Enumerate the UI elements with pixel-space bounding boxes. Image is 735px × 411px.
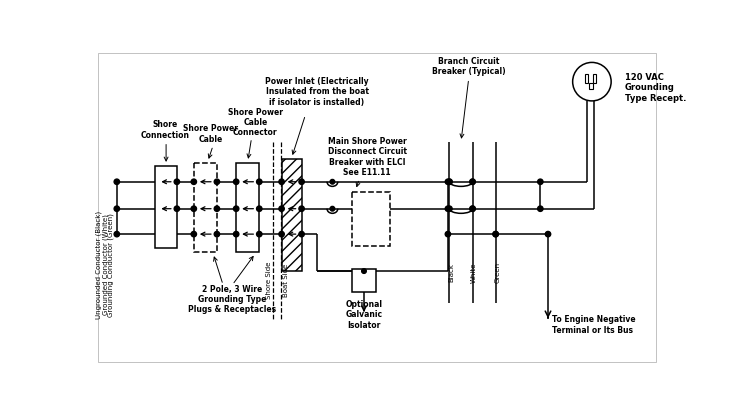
Bar	[194, 163, 217, 252]
Circle shape	[214, 179, 220, 185]
Text: Shore Power
Cable
Connector: Shore Power Cable Connector	[228, 108, 283, 137]
Circle shape	[234, 231, 239, 237]
Circle shape	[470, 179, 476, 185]
Circle shape	[257, 206, 262, 211]
Circle shape	[191, 179, 196, 185]
Circle shape	[114, 206, 120, 211]
Circle shape	[470, 179, 476, 185]
Bar	[592, 74, 596, 83]
Text: To Engine Negative
Terminal or Its Bus: To Engine Negative Terminal or Its Bus	[552, 315, 636, 335]
Circle shape	[299, 206, 304, 211]
Text: Shore Side: Shore Side	[266, 262, 272, 299]
Circle shape	[257, 231, 262, 237]
Bar	[589, 83, 593, 89]
Circle shape	[445, 179, 451, 185]
Text: Black: Black	[448, 263, 454, 282]
Circle shape	[573, 62, 612, 101]
Circle shape	[114, 231, 120, 237]
Text: Power Inlet (Electrically
Insulated from the boat
if isolator is installed): Power Inlet (Electrically Insulated from…	[265, 77, 369, 106]
Text: 120 VAC
Grounding
Type Recept.: 120 VAC Grounding Type Recept.	[625, 73, 686, 103]
Circle shape	[191, 231, 196, 237]
Bar	[236, 163, 259, 252]
Circle shape	[299, 231, 304, 237]
Circle shape	[330, 206, 334, 211]
Bar	[351, 192, 390, 246]
Bar	[353, 269, 376, 292]
Circle shape	[362, 269, 366, 273]
Circle shape	[447, 206, 452, 211]
Circle shape	[214, 231, 220, 237]
Circle shape	[279, 179, 284, 185]
Text: Ungrounded Conductor (Black): Ungrounded Conductor (Black)	[96, 211, 102, 319]
Circle shape	[445, 206, 451, 211]
Text: Shore
Connection: Shore Connection	[141, 120, 190, 140]
Circle shape	[174, 206, 179, 211]
Circle shape	[447, 179, 452, 185]
Circle shape	[234, 206, 239, 211]
Text: Green: Green	[494, 262, 501, 283]
Text: Main Shore Power
Disconnect Circuit
Breaker with ELCI
See E11.11: Main Shore Power Disconnect Circuit Brea…	[328, 137, 406, 177]
Circle shape	[537, 179, 543, 185]
Circle shape	[191, 206, 196, 211]
Circle shape	[299, 179, 304, 185]
Text: 2 Pole, 3 Wire
Grounding Type
Plugs & Receptacles: 2 Pole, 3 Wire Grounding Type Plugs & Re…	[188, 285, 276, 314]
Bar	[282, 159, 301, 271]
Circle shape	[493, 231, 498, 237]
Circle shape	[445, 231, 451, 237]
Circle shape	[114, 179, 120, 185]
Text: White: White	[471, 263, 477, 283]
Circle shape	[545, 231, 551, 237]
Circle shape	[537, 206, 543, 211]
Circle shape	[257, 179, 262, 185]
Circle shape	[174, 179, 179, 185]
Text: Optional
Galvanic
Isolator: Optional Galvanic Isolator	[345, 300, 382, 330]
Circle shape	[447, 179, 452, 185]
Text: Boat Side: Boat Side	[283, 264, 289, 297]
Circle shape	[234, 179, 239, 185]
Circle shape	[279, 231, 284, 237]
Text: Shore Power
Cable: Shore Power Cable	[183, 124, 238, 144]
Circle shape	[493, 231, 498, 237]
Circle shape	[214, 206, 220, 211]
Text: Branch Circuit
Breaker (Typical): Branch Circuit Breaker (Typical)	[432, 57, 506, 76]
Circle shape	[330, 180, 334, 184]
Circle shape	[470, 206, 476, 211]
Circle shape	[279, 206, 284, 211]
Bar	[585, 74, 588, 83]
Text: Grounding Conductor (Green): Grounding Conductor (Green)	[107, 213, 114, 317]
Text: Grounded Conductor (White): Grounded Conductor (White)	[102, 215, 109, 315]
Bar	[155, 166, 177, 248]
Circle shape	[470, 206, 476, 211]
